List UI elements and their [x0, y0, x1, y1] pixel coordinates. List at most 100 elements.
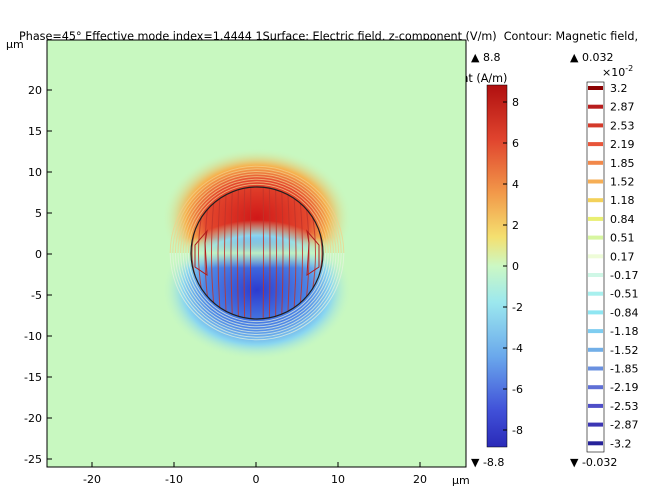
contour-line	[293, 198, 297, 308]
contour-level-label: 0.84	[610, 213, 635, 226]
contour-level-swatch	[588, 347, 603, 352]
contour-line	[211, 203, 215, 303]
contour-fringe	[185, 252, 329, 325]
contour-level-label: -0.51	[610, 288, 638, 301]
y-unit-label: µm	[6, 38, 24, 51]
contour-level-label: -1.52	[610, 344, 638, 357]
core-boundary	[190, 186, 324, 320]
contour-max-label: ▲ 0.032	[570, 51, 613, 64]
contour-level-swatch	[588, 385, 603, 390]
contour-fringe	[174, 252, 340, 336]
contour-fringe	[187, 183, 327, 254]
contour-level-label: -0.84	[610, 306, 638, 319]
contour-fringe	[185, 181, 329, 254]
contour-line	[299, 203, 303, 303]
contour-level-swatch	[588, 86, 603, 90]
contour-level-label: 2.53	[610, 119, 635, 132]
contour-fringe	[177, 173, 337, 254]
surface-colorbar-ticks: 8 6 4 2 0 -2 -4 -6 -8	[503, 96, 523, 437]
contour-level-swatch	[588, 366, 603, 371]
contour-colorbar-frame	[586, 81, 605, 453]
contour-level-label: -0.17	[610, 269, 638, 282]
y-tick-label: -5	[31, 289, 42, 302]
contour-lines	[169, 165, 345, 341]
contour-level-label: -3.2	[610, 437, 631, 450]
contour-line	[230, 191, 233, 315]
y-tick-label: 0	[35, 248, 42, 261]
contour-level-swatch	[588, 104, 603, 109]
surface-colorbar-tick-label: -4	[512, 342, 523, 355]
y-tick-label: -25	[24, 453, 42, 466]
contour-level-swatch	[588, 310, 603, 315]
x-tick-label: -20	[83, 473, 101, 486]
contour-level-label: 0.51	[610, 232, 635, 245]
contour-level-swatch	[588, 273, 603, 277]
contour-level-label: -2.19	[610, 381, 638, 394]
contour-line	[312, 217, 316, 289]
y-axis: 20 15 10 5 0 -5 -10 -15 -20 -25	[24, 84, 52, 466]
contour-fringe	[172, 168, 342, 254]
contour-fringe	[187, 252, 327, 323]
contour-fringe	[182, 178, 332, 254]
contour-level-label: 1.85	[610, 157, 635, 170]
contour-colorbar: ▲ 0.032 ×10-2 3.2 2.87 2.53 2.19 1.85 1.52 1.1…	[570, 51, 638, 469]
contour-line	[237, 189, 239, 317]
contour-level-swatch	[588, 441, 603, 446]
contour-line	[198, 217, 202, 289]
contour-level-swatch	[588, 216, 603, 221]
x-axis: -20 -10 0 10 20	[83, 462, 427, 486]
contour-levels: 3.2 2.87 2.53 2.19 1.85 1.52 1.18 0.84 0.51 0.17 -…	[588, 82, 638, 450]
y-tick-label: 15	[28, 125, 42, 138]
contour-fringe	[177, 252, 337, 333]
contour-line	[243, 188, 246, 318]
contour-line	[268, 188, 271, 318]
contour-level-swatch	[588, 235, 603, 240]
contour-level-label: 1.18	[610, 194, 635, 207]
contour-level-label: -1.18	[610, 325, 638, 338]
contour-loop	[306, 229, 320, 276]
contour-line	[275, 189, 277, 317]
surface-colorbar-tick-label: -2	[512, 301, 523, 314]
surface-colorbar-tick-label: 0	[512, 260, 519, 273]
contour-level-swatch	[588, 142, 603, 147]
surface-colorbar-tick-label: 4	[512, 178, 519, 191]
contour-level-label: -2.87	[610, 419, 638, 432]
contour-fringe	[172, 252, 342, 338]
y-tick-label: -20	[24, 412, 42, 425]
contour-level-label: 0.17	[610, 250, 635, 263]
surface-colorbar-tick-label: 6	[512, 137, 519, 150]
contour-line	[281, 191, 284, 315]
x-unit-label: µm	[452, 474, 470, 487]
contour-level-swatch	[588, 123, 603, 128]
field-surface	[150, 148, 365, 360]
surface-colorbar-tick-label: 2	[512, 219, 519, 232]
x-tick-label: 0	[253, 473, 260, 486]
x-tick-label: 20	[413, 473, 427, 486]
y-tick-label: -15	[24, 371, 42, 384]
surface-max-label: ▲ 8.8	[471, 51, 500, 64]
contour-level-label: 3.2	[610, 82, 628, 95]
contour-level-label: -2.53	[610, 400, 638, 413]
contour-level-swatch	[588, 403, 603, 408]
contour-level-swatch	[588, 291, 603, 296]
y-tick-label: 10	[28, 166, 42, 179]
contour-level-swatch	[588, 198, 603, 203]
contour-fringe	[169, 165, 345, 254]
surface-colorbar-tick-label: 8	[512, 96, 519, 109]
contour-level-swatch	[588, 329, 603, 334]
contour-level-swatch	[588, 179, 603, 184]
surface-colorbar-tick-label: -8	[512, 424, 523, 437]
surface-min-label: ▼ -8.8	[471, 456, 504, 469]
contour-min-label: ▼ -0.032	[570, 456, 617, 469]
contour-fringe	[169, 252, 345, 341]
contour-fringe	[182, 252, 332, 328]
contour-loop	[194, 229, 208, 276]
contour-level-label: -1.85	[610, 363, 638, 376]
contour-scale-label: ×10-2	[602, 64, 633, 79]
contour-line	[306, 209, 310, 297]
contour-level-label: 2.19	[610, 138, 635, 151]
contour-fringe	[180, 252, 334, 330]
surface-colorbar-tick-label: -6	[512, 383, 523, 396]
contour-line	[217, 198, 221, 308]
